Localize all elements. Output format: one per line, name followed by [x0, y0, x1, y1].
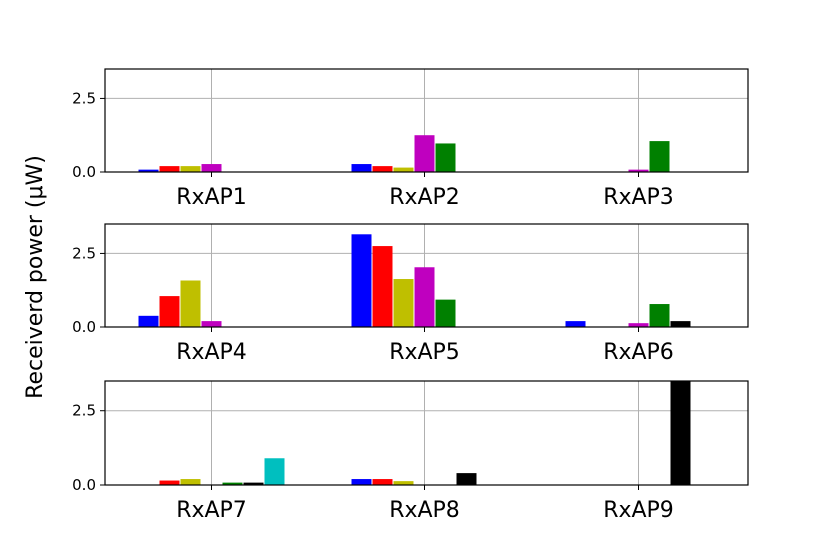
- y-tick-label-3-2: 2.5: [72, 402, 96, 420]
- category-label-RxAP1: RxAP1: [176, 185, 247, 210]
- bar-RxAP6-1: [565, 321, 586, 327]
- bar-RxAP3-5: [649, 141, 670, 172]
- panel-2: 0.0 2.5 RxAP4 RxAP5 RxAP6: [72, 223, 749, 365]
- category-label-RxAP7: RxAP7: [176, 498, 247, 523]
- category-label-RxAP8: RxAP8: [389, 498, 460, 523]
- category-label-RxAP3: RxAP3: [603, 185, 674, 210]
- bar-RxAP7-7: [264, 458, 285, 485]
- bar-RxAP7-3: [180, 479, 201, 485]
- y-tick-label-2-2: 2.5: [72, 244, 96, 262]
- bar-RxAP4-2: [159, 296, 180, 327]
- bar-RxAP6-6: [670, 321, 691, 327]
- bar-RxAP2-3: [393, 167, 414, 172]
- bar-RxAP8-3: [393, 481, 414, 485]
- bar-RxAP5-5: [435, 299, 456, 327]
- category-label-RxAP5: RxAP5: [389, 340, 460, 365]
- category-label-RxAP9: RxAP9: [603, 498, 674, 523]
- bar-RxAP2-4: [414, 135, 435, 172]
- bar-RxAP7-2: [159, 480, 180, 485]
- bar-RxAP3-4: [628, 169, 649, 172]
- y-axis-label: Receiverd power (μW): [23, 155, 48, 399]
- bar-RxAP2-2: [372, 166, 393, 172]
- bar-RxAP6-4: [628, 323, 649, 327]
- bar-RxAP5-1: [351, 234, 372, 327]
- bar-RxAP8-1: [351, 479, 372, 485]
- panel-1: 0.0 2.5 RxAP1 RxAP2 RxAP3: [72, 68, 749, 210]
- bar-RxAP8-2: [372, 479, 393, 485]
- bar-RxAP5-2: [372, 246, 393, 327]
- y-tick-label-1-2: 2.5: [72, 89, 96, 107]
- bar-RxAP2-1: [351, 164, 372, 172]
- bar-RxAP7-6: [243, 482, 264, 485]
- category-label-RxAP2: RxAP2: [389, 185, 460, 210]
- bar-RxAP8-6: [456, 473, 477, 485]
- bar-RxAP5-4: [414, 267, 435, 327]
- category-label-RxAP6: RxAP6: [603, 340, 674, 365]
- panels: 0.0 2.5 RxAP1 RxAP2 RxAP3 0.0 2.5 RxAP4 RxAP5 RxA…: [72, 68, 749, 523]
- bar-RxAP2-5: [435, 143, 456, 172]
- bar-RxAP1-1: [138, 169, 159, 172]
- bar-RxAP4-4: [201, 321, 222, 327]
- bar-RxAP9-6: [670, 381, 691, 485]
- y-tick-label-2-1: 0.0: [72, 318, 96, 336]
- bar-RxAP1-2: [159, 166, 180, 172]
- y-tick-label-1-1: 0.0: [72, 163, 96, 181]
- bar-RxAP1-3: [180, 166, 201, 172]
- bar-RxAP4-3: [180, 280, 201, 327]
- panel-3: 0.0 2.5 RxAP7 RxAP8 RxAP9: [72, 380, 749, 523]
- bar-RxAP5-3: [393, 279, 414, 327]
- bar-RxAP7-5: [222, 482, 243, 485]
- bar-RxAP4-1: [138, 315, 159, 327]
- bar-RxAP6-5: [649, 304, 670, 327]
- category-label-RxAP4: RxAP4: [176, 340, 247, 365]
- y-tick-label-3-1: 0.0: [72, 476, 96, 494]
- bar-RxAP1-4: [201, 164, 222, 172]
- panel-frame-3: [104, 380, 749, 486]
- panel-frame-1: [104, 68, 749, 173]
- panel-frame-2: [104, 223, 749, 328]
